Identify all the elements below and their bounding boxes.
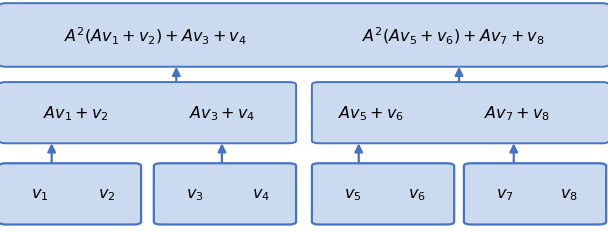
Text: $v_5$: $v_5$ <box>344 186 361 202</box>
FancyBboxPatch shape <box>464 164 606 225</box>
FancyBboxPatch shape <box>0 164 141 225</box>
FancyBboxPatch shape <box>154 164 296 225</box>
Text: $v_6$: $v_6$ <box>407 186 426 202</box>
FancyBboxPatch shape <box>0 4 608 67</box>
Text: $v_7$: $v_7$ <box>496 186 513 202</box>
Text: $Av_5 + v_6$: $Av_5 + v_6$ <box>338 104 404 122</box>
FancyBboxPatch shape <box>0 83 296 144</box>
FancyBboxPatch shape <box>312 83 608 144</box>
Text: $Av_1 + v_2$: $Av_1 + v_2$ <box>43 104 109 122</box>
Text: $A^2(Av_5 + v_6) + Av_7 + v_8$: $A^2(Av_5 + v_6) + Av_7 + v_8$ <box>362 25 544 46</box>
Text: $v_1$: $v_1$ <box>31 186 48 202</box>
Text: $v_2$: $v_2$ <box>98 186 115 202</box>
Text: $v_3$: $v_3$ <box>186 186 203 202</box>
Text: $Av_3 + v_4$: $Av_3 + v_4$ <box>188 104 255 122</box>
Text: $v_8$: $v_8$ <box>559 186 578 202</box>
Text: $Av_7 + v_8$: $Av_7 + v_8$ <box>484 104 550 122</box>
FancyBboxPatch shape <box>312 164 454 225</box>
Text: $v_4$: $v_4$ <box>252 186 271 202</box>
Text: $A^2(Av_1 + v_2) + Av_3 + v_4$: $A^2(Av_1 + v_2) + Av_3 + v_4$ <box>64 25 246 46</box>
